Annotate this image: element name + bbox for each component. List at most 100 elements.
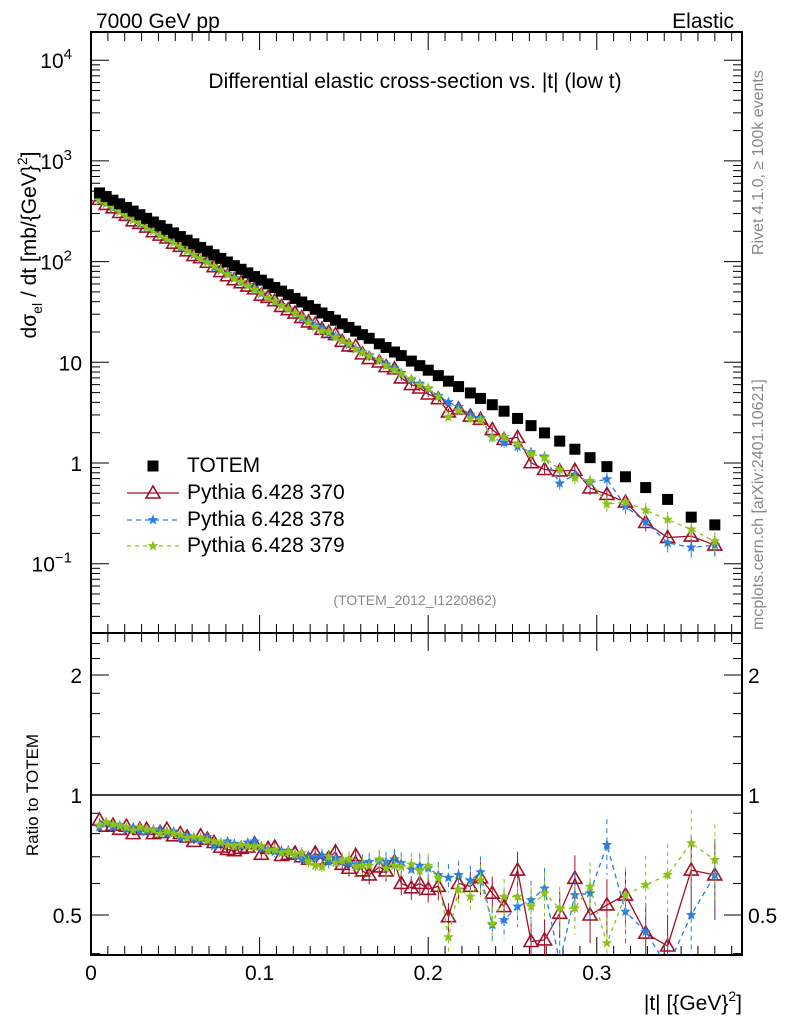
point-p379 (539, 452, 550, 463)
point-totem (195, 241, 207, 253)
ratio-point-p379 (512, 891, 523, 902)
point-p379 (465, 413, 476, 424)
point-totem (414, 360, 426, 372)
legend-marker-totem (147, 460, 159, 472)
point-totem (373, 338, 385, 350)
point-p379 (222, 269, 233, 280)
ratio-point-p379 (343, 853, 355, 864)
ratio-point-p379 (94, 819, 105, 830)
y-axis-label: dσel / dt [mb/{GeV}2] (14, 152, 45, 339)
point-p379 (235, 276, 247, 287)
legend-label-370: Pythia 6.428 370 (187, 481, 345, 504)
point-p378 (601, 473, 613, 484)
ratio-point-p379 (134, 821, 146, 832)
ratio-point-p379 (262, 845, 274, 856)
ratio-point-p378 (685, 909, 697, 920)
point-p379 (141, 221, 152, 232)
ratio-point-p379 (256, 840, 267, 851)
legend-marker-p378 (147, 514, 159, 525)
point-totem (249, 271, 261, 283)
point-totem (316, 307, 328, 319)
point-totem (422, 364, 434, 376)
point-p370 (212, 262, 230, 278)
point-p379 (269, 295, 281, 306)
point-p379 (121, 210, 132, 221)
ratio-point-p370 (333, 855, 351, 871)
ratio-point-p379 (154, 828, 166, 839)
header-energy: 7000 GeV pp (96, 10, 220, 33)
ratio-point-p370 (402, 879, 420, 894)
point-totem (388, 346, 400, 358)
ratio-point-p370 (522, 932, 540, 948)
point-p379 (389, 364, 400, 375)
point-p379 (662, 514, 673, 525)
analysis-tag: (TOTEM_2012_I1220862) (333, 592, 496, 608)
ratio-point-p379 (181, 832, 193, 843)
ratio-point-p370 (581, 906, 599, 921)
mcplots-label: mcplots.cern.ch [arXiv:2401.10621] (750, 379, 767, 630)
ratio-point-p379 (350, 861, 361, 872)
point-totem (302, 300, 314, 312)
point-p379 (486, 431, 498, 442)
point-p379 (175, 241, 186, 252)
legend: TOTEM Pythia 6.428 370 Pythia 6.428 378 … (127, 454, 345, 557)
ratio-point-p370 (637, 924, 655, 940)
ratio-point-p379 (141, 823, 152, 834)
point-totem (405, 355, 417, 367)
point-p379 (512, 438, 523, 449)
point-totem (486, 399, 498, 411)
ratio-point-p379 (148, 824, 159, 835)
point-p379 (195, 252, 206, 263)
point-p379 (127, 214, 139, 225)
ratio-point-p370 (509, 861, 526, 876)
point-p370 (219, 267, 236, 282)
point-totem (464, 387, 476, 399)
point-totem (188, 238, 200, 250)
point-p379 (168, 237, 179, 248)
x-tick-label: 0.1 (245, 962, 274, 985)
ratio-point-p379 (242, 840, 254, 851)
ratio-point-p379 (406, 858, 417, 869)
point-p378 (443, 396, 454, 407)
point-p370 (581, 479, 599, 494)
ratio-point-p370 (232, 839, 250, 855)
point-totem (512, 412, 524, 424)
point-p379 (309, 321, 321, 332)
point-totem (539, 427, 551, 439)
ratio-point-p379 (100, 816, 112, 827)
ratio-point-p378 (475, 866, 486, 877)
ratio-point-p379 (323, 851, 335, 862)
ratio-point-p370 (598, 896, 616, 911)
point-totem (309, 303, 321, 315)
header-process: Elastic (672, 10, 734, 33)
ratio-point-p378 (107, 821, 119, 832)
ratio-point-p370 (419, 880, 437, 896)
point-p370 (392, 369, 410, 384)
point-p379 (94, 194, 105, 206)
ratio-point-p379 (539, 887, 550, 898)
point-totem (107, 194, 119, 206)
ratio-point-p379 (601, 937, 613, 948)
point-totem (289, 292, 301, 304)
point-totem (174, 231, 186, 243)
point-totem (601, 461, 613, 473)
ratio-point-p379 (121, 821, 132, 832)
ratio-tick-label: 2 (70, 665, 82, 688)
ratio-point-p379 (127, 824, 139, 835)
point-totem (569, 443, 581, 455)
point-totem (395, 350, 407, 362)
ratio-point-p370 (440, 908, 457, 923)
ratio-point-p379 (316, 861, 328, 872)
ratio-point-p379 (289, 848, 301, 859)
ratio-point-p378 (662, 962, 673, 972)
ratio-point-p379 (188, 831, 200, 842)
point-totem (100, 191, 112, 203)
ratio-point-p378 (525, 894, 537, 905)
point-p379 (256, 287, 267, 298)
point-p370 (551, 462, 569, 477)
ratio-axis-label: Ratio to TOTEM (23, 734, 42, 856)
point-p370 (225, 271, 243, 286)
point-p370 (522, 454, 540, 469)
point-p379 (350, 343, 361, 354)
ratio-point-p379 (168, 828, 179, 839)
